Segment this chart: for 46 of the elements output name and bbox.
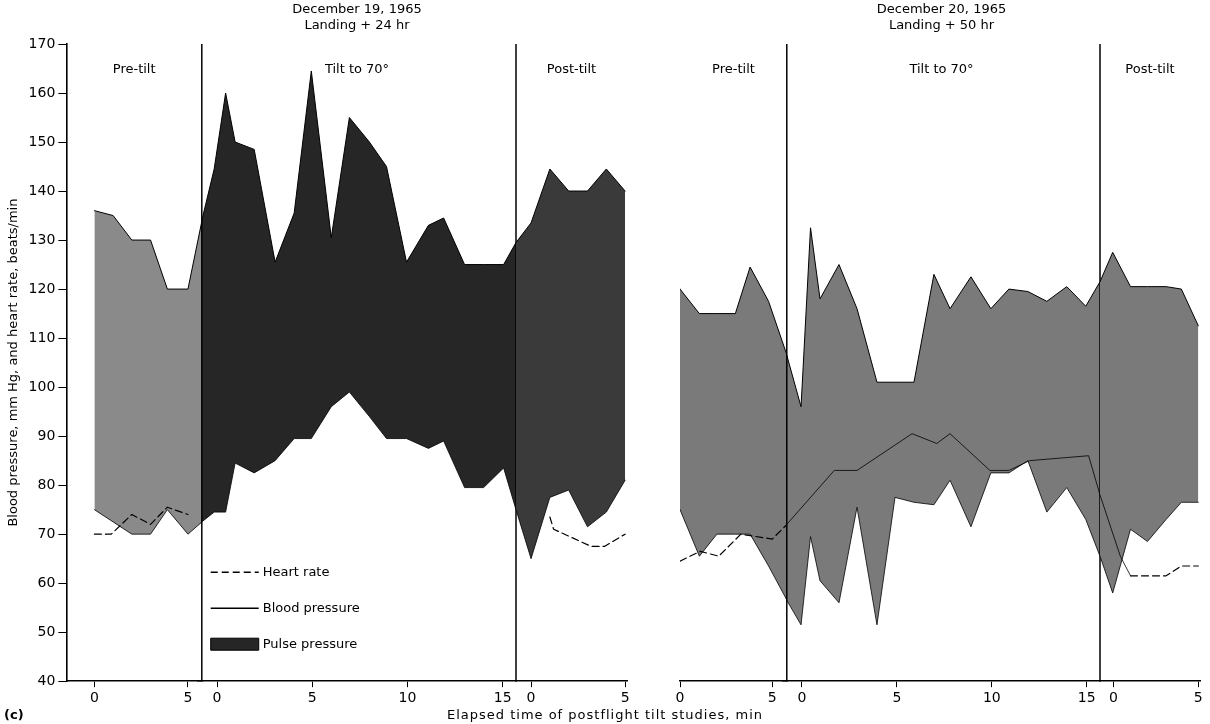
annotation: Tilt to 70° [908, 61, 974, 77]
x-tick-label: 5 [183, 689, 193, 706]
y-tick-label: 40 [37, 671, 56, 688]
y-tick-label: 90 [37, 426, 56, 443]
x-tick-label: 15 [493, 689, 512, 706]
y-tick-label: 100 [28, 377, 56, 394]
y-tick-label: 170 [28, 34, 56, 51]
chart-title: December 20, 1965 [876, 1, 1007, 17]
x-tick-label: 0 [89, 689, 99, 706]
legend-label: Blood pressure [262, 599, 360, 615]
x-tick-label: 10 [398, 689, 417, 706]
chart-subtitle: Landing + 24 hr [304, 17, 411, 33]
x-tick-label: 0 [1109, 689, 1119, 706]
annotation: Pre-tilt [112, 61, 156, 77]
y-tick-label: 80 [37, 475, 56, 492]
y-axis-title: Blood pressure, mm Hg, and heart rate, beats/min [5, 198, 21, 527]
y-tick-label: 60 [37, 573, 56, 590]
y-tick-label: 110 [28, 328, 56, 345]
legend-label: Heart rate [262, 563, 330, 579]
y-tick-label: 50 [37, 622, 56, 639]
x-tick-label: 15 [1077, 689, 1096, 706]
annotation: Tilt to 70° [323, 61, 390, 77]
x-axis-title: Elapsed time of postflight tilt studies, min [446, 707, 764, 722]
y-tick-label: 140 [28, 181, 56, 198]
x-tick-label: 0 [797, 689, 807, 706]
annotation: Post-tilt [546, 61, 597, 77]
x-tick-label: 5 [307, 689, 317, 706]
y-tick-label: 160 [28, 83, 56, 100]
chart-title: December 19, 1965 [292, 1, 422, 17]
x-tick-label: 5 [767, 689, 777, 706]
text: (c) [4, 707, 24, 723]
y-tick-label: 150 [28, 132, 56, 149]
x-tick-label: 0 [212, 689, 222, 706]
y-tick-label: 120 [28, 279, 56, 296]
x-tick-label: 5 [892, 689, 902, 706]
legend-label: Pulse pressure [262, 635, 358, 651]
annotation: Post-tilt [1125, 61, 1175, 77]
chart-subtitle: Landing + 50 hr [888, 17, 995, 33]
x-tick-label: 5 [620, 689, 630, 706]
x-tick-label: 10 [982, 689, 1001, 706]
annotation: Pre-tilt [712, 61, 755, 77]
x-tick-label: 0 [526, 689, 536, 706]
x-tick-label: 5 [1193, 689, 1203, 706]
x-tick-label: 0 [675, 689, 685, 706]
y-tick-label: 130 [28, 230, 56, 247]
y-tick-label: 70 [37, 524, 56, 541]
